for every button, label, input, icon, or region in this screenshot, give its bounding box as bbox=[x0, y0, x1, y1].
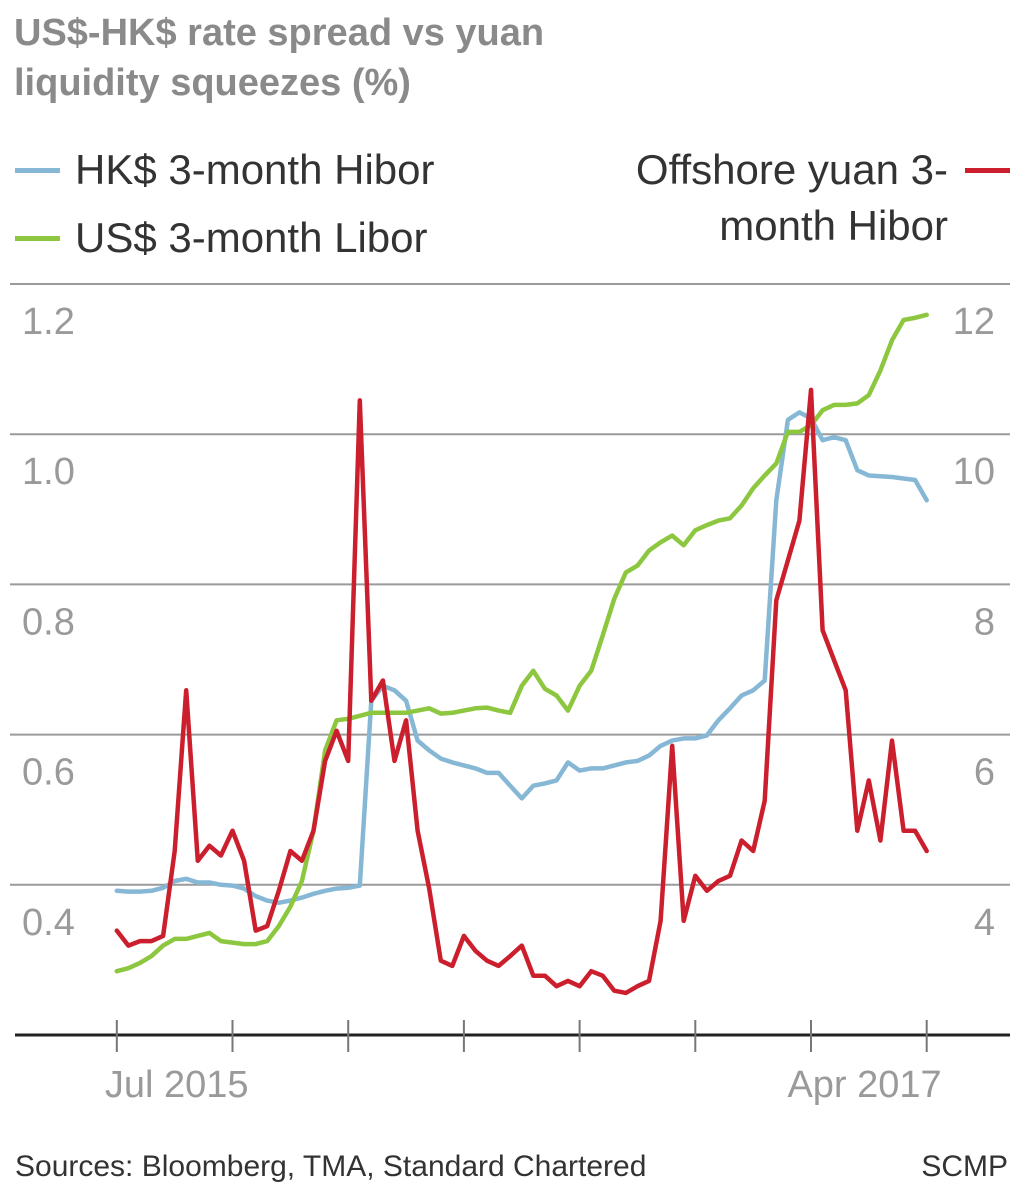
y-tick-label: 0.4 bbox=[22, 902, 75, 944]
series-line bbox=[114, 410, 929, 906]
source: Sources: Bloomberg, TMA, Standard Charte… bbox=[15, 1150, 646, 1183]
legend-label: US$ 3-month Libor bbox=[75, 214, 428, 261]
legend-swatch bbox=[15, 236, 60, 241]
credit: SCMP bbox=[921, 1150, 1008, 1183]
y2-tick-label: 6 bbox=[974, 752, 995, 794]
series-line bbox=[114, 312, 929, 974]
legend-swatch bbox=[15, 168, 60, 173]
series-line bbox=[114, 387, 929, 996]
y2-tick-label: 12 bbox=[953, 301, 995, 343]
legend-label: Offshore yuan 3-month Hibor bbox=[635, 146, 948, 249]
y2-tick-label: 10 bbox=[953, 451, 995, 493]
chart-title: US$-HK$ rate spread vs yuan liquidity sq… bbox=[14, 12, 545, 104]
x-tick-label: Apr 2017 bbox=[787, 1064, 941, 1106]
y2-tick-label: 4 bbox=[974, 902, 995, 944]
y-tick-label: 0.6 bbox=[22, 752, 75, 794]
legend-label: HK$ 3-month Hibor bbox=[75, 146, 435, 193]
y-tick-label: 1.2 bbox=[22, 301, 75, 343]
legend-swatch bbox=[965, 168, 1010, 173]
y2-tick-label: 8 bbox=[974, 601, 995, 643]
y-tick-label: 1.0 bbox=[22, 451, 75, 493]
x-tick-label: Jul 2015 bbox=[105, 1064, 249, 1106]
y-tick-label: 0.8 bbox=[22, 601, 75, 643]
